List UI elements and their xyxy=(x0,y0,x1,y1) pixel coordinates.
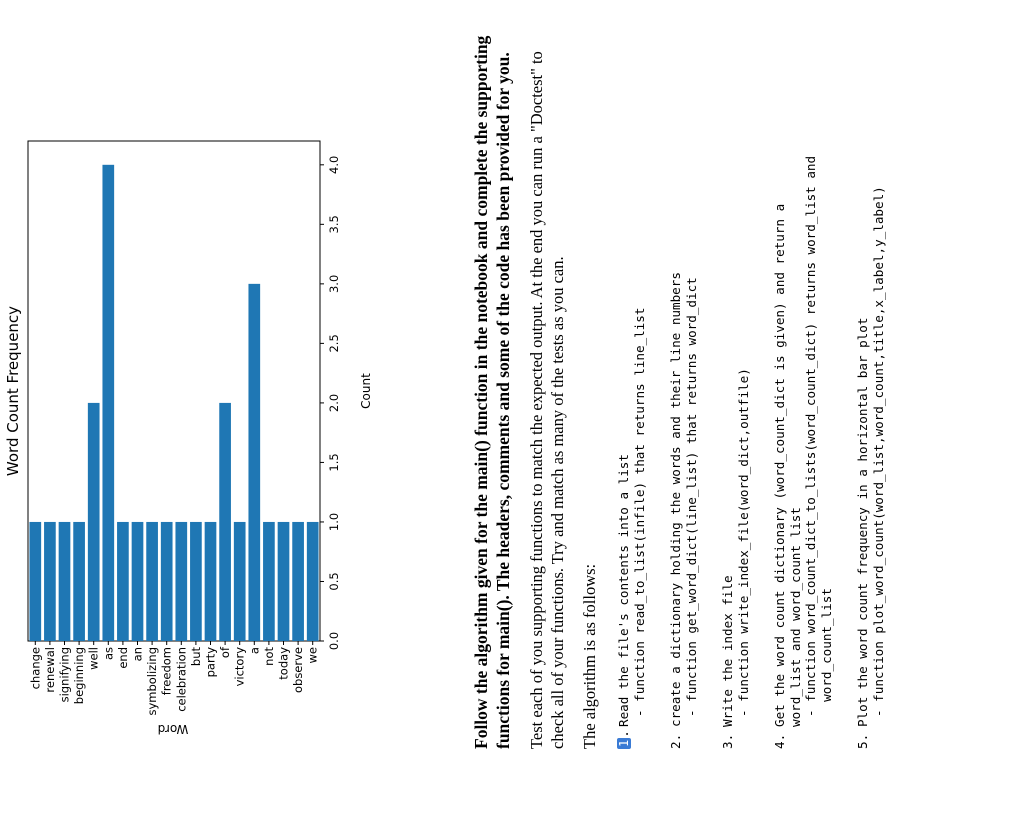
bar-party xyxy=(204,521,217,641)
y-tick-label: today xyxy=(277,647,291,680)
bar-signifying xyxy=(58,521,71,641)
bar-end xyxy=(117,521,129,641)
step-subtext: - function write_index_file(word_dict,ou… xyxy=(735,368,751,717)
y-tick-label: well xyxy=(87,647,101,670)
intro-bold-paragraph: Follow the algorithm given for the main(… xyxy=(471,35,513,749)
bar-change xyxy=(29,521,42,641)
x-tick-label: 2.5 xyxy=(327,334,341,352)
bar-a xyxy=(248,283,261,641)
y-tick-label: change xyxy=(28,647,42,689)
step-text: Read the file's contents into a list xyxy=(616,454,631,727)
y-tick-label: symbolizing xyxy=(145,647,159,716)
step-number xyxy=(788,727,804,749)
step-text: create a dictionary holding the words an… xyxy=(668,272,683,727)
y-tick-label: not xyxy=(262,647,276,666)
bar-as xyxy=(102,164,115,641)
algorithm-step: 1. Read the file's contents into a list - … xyxy=(616,9,647,749)
y-tick-label: renewal xyxy=(43,647,57,693)
bar-freedom xyxy=(160,521,173,641)
test-paragraph: Test each of you supporting functions to… xyxy=(527,51,567,749)
y-axis-label: Word xyxy=(158,722,189,736)
step-number: 1. xyxy=(616,730,631,749)
algorithm-step: 5. Plot the word count frequency in a hor… xyxy=(855,9,886,749)
x-axis-label: Count xyxy=(359,373,373,409)
y-tick-label: but xyxy=(189,647,203,667)
y-tick-label: celebration xyxy=(174,647,188,712)
step-number: 3. xyxy=(720,733,735,749)
x-tick-label: 3.5 xyxy=(327,215,341,233)
bar-celebration xyxy=(175,521,188,641)
bar-beginning xyxy=(73,521,85,641)
step-text: word_list and word_count list xyxy=(787,507,803,727)
algorithm-steps: 1. Read the file's contents into a list - … xyxy=(616,9,886,749)
algorithm-step: 3. Write the index file - function write_i… xyxy=(720,9,751,749)
step-number: 5. xyxy=(855,733,870,749)
x-tick-label: 1.0 xyxy=(327,513,341,531)
x-tick-label: 1.5 xyxy=(327,453,341,471)
bar-symbolizing xyxy=(146,521,158,641)
chart-title: Word Count Frequency xyxy=(4,306,22,476)
y-tick-label: beginning xyxy=(72,647,86,704)
bar-victory xyxy=(233,521,246,641)
step-number: 4. xyxy=(772,733,787,749)
step-subtext: - function word_count_dict_to_lists(word… xyxy=(803,155,818,717)
x-tick-label: 2.0 xyxy=(327,394,341,412)
bar-not xyxy=(263,521,275,641)
bar-well xyxy=(87,402,100,641)
word-count-chart: Word Count Frequency change renewal signif… xyxy=(4,140,373,736)
bar-but xyxy=(190,521,202,641)
y-tick-label: signifying xyxy=(58,647,72,702)
bar-observe xyxy=(292,521,304,641)
bar-renewal xyxy=(44,521,56,641)
step-subtext: - function plot_word_count(word_list,wor… xyxy=(870,186,886,717)
y-tick-label: freedom xyxy=(160,647,174,695)
step-number-badge: 1 xyxy=(617,737,631,749)
instructions: Follow the algorithm given for the main(… xyxy=(470,9,907,749)
algorithm-step: 4. Get the word count dictionary (word_co… xyxy=(772,9,834,749)
bar-today xyxy=(277,521,290,641)
y-tick-label: as xyxy=(101,647,115,660)
step-text: Plot the word count frequency in a horiz… xyxy=(855,317,870,727)
y-tick-label: observe xyxy=(291,647,305,693)
y-tick-label: party xyxy=(204,647,218,678)
bar-an xyxy=(131,521,144,641)
y-tick-label: we xyxy=(306,647,320,663)
step-text: Get the word count dictionary (word_coun… xyxy=(772,203,787,727)
step-subtext: word_count_list xyxy=(818,588,834,717)
y-tick-label: an xyxy=(131,647,145,661)
y-tick-label: a xyxy=(247,647,261,654)
bar-of xyxy=(219,402,231,641)
step-number: 2. xyxy=(668,733,683,749)
y-tick-label: victory xyxy=(233,647,247,687)
y-tick-label: of xyxy=(218,646,232,658)
x-tick-label: 0.5 xyxy=(327,572,341,590)
x-tick-label: 3.0 xyxy=(327,275,341,293)
plot-frame xyxy=(27,140,321,642)
y-tick-label: end xyxy=(116,647,130,669)
step-text: Write the index file xyxy=(720,575,735,727)
step-subtext: - function read_to_list(infile) that ret… xyxy=(631,307,647,717)
bar-we xyxy=(306,521,319,641)
algorithm-step: 2. create a dictionary holding the words … xyxy=(668,9,699,749)
step-subtext: - function get_word_dict(line_list) that… xyxy=(683,277,699,717)
x-tick-label: 4.0 xyxy=(327,156,341,174)
x-tick-label: 0.0 xyxy=(327,632,341,650)
algorithm-heading: The algorithm is as follows: xyxy=(580,563,599,749)
